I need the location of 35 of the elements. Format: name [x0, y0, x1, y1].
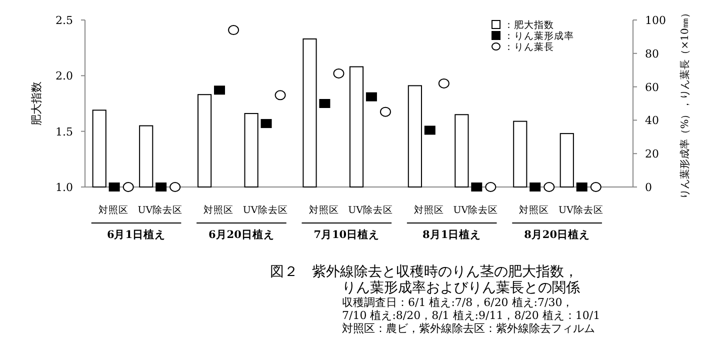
y-tick-label: 2.0 [56, 70, 73, 83]
y-tick-label: 2.5 [56, 14, 73, 27]
x-tick-label: UV除去区 [558, 204, 604, 216]
text: 6月20日植え [208, 228, 274, 241]
y2-axis-title: りん葉形成率（%），りん葉長（×10㎜） [679, 8, 691, 199]
x-tick-label: UV除去区 [348, 204, 393, 216]
x-tick-label: UV除去区 [453, 204, 498, 216]
text: 8月1日植え [422, 228, 482, 241]
y-tick-label: 1.5 [56, 125, 73, 138]
y2-tick-label: 40 [645, 114, 659, 128]
text: 7/10 植え:8/20，8/1 植え:9/11，8/20 植え：10/1 [342, 309, 600, 322]
y2-tick-label: 20 [645, 148, 659, 161]
x-tick-label: UV除去区 [242, 204, 288, 216]
legend-label: ：りん葉形成率 [504, 30, 574, 42]
x-tick-label: 対照区 [204, 204, 234, 216]
text: 対照区：農ビ，紫外線除去区：紫外線除去フィルム [342, 322, 595, 335]
text: 7月10日植え [314, 228, 380, 241]
x-tick-label: 対照区 [414, 204, 444, 216]
text: 図２ 紫外線除去と収穫時のりん茎の肥大指数， [270, 264, 578, 280]
text: 8月20日植え [524, 228, 590, 241]
x-tick-label: 対照区 [519, 204, 550, 216]
x-tick-label: UV除去区 [138, 204, 183, 216]
legend-label: ：りん葉長 [504, 41, 554, 53]
text: りん葉形成率およびりん葉長との関係 [342, 280, 580, 296]
text: 6月1日植え [106, 228, 166, 241]
x-tick-label: 対照区 [308, 204, 339, 216]
text: 収穫調査日：6/1 植え:7/8，6/20 植え:7/30， [342, 296, 574, 309]
y2-tick-label: 60 [645, 80, 659, 94]
y-axis-title: 肥大指数 [30, 82, 43, 126]
y2-tick-label: 100 [645, 14, 666, 27]
y-tick-label: 1.0 [56, 181, 73, 194]
x-tick-label: 対照区 [98, 204, 128, 216]
y2-tick-label: 0 [645, 181, 652, 194]
y2-tick-label: 80 [645, 47, 659, 60]
legend-label: ：肥大指数 [504, 19, 554, 31]
